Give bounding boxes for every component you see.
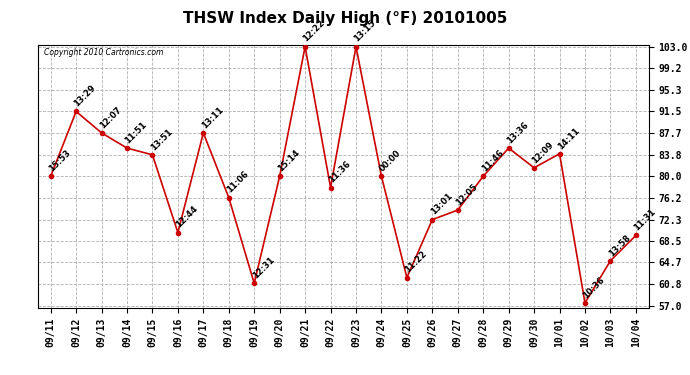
Text: 13:11: 13:11: [199, 105, 225, 130]
Text: 11:36: 11:36: [327, 159, 353, 185]
Text: 12:44: 12:44: [175, 204, 199, 230]
Text: 11:31: 11:31: [632, 207, 658, 232]
Text: 15:53: 15:53: [47, 148, 72, 174]
Text: 00:00: 00:00: [378, 148, 403, 174]
Text: 12:05: 12:05: [454, 182, 480, 207]
Text: 13:36: 13:36: [505, 120, 530, 145]
Text: 12:09: 12:09: [531, 140, 555, 165]
Text: 13:29: 13:29: [72, 84, 98, 109]
Text: 11:51: 11:51: [124, 120, 149, 145]
Text: 11:22: 11:22: [403, 249, 428, 275]
Text: 11:06: 11:06: [225, 170, 250, 195]
Text: 12:22: 12:22: [302, 18, 327, 44]
Text: Copyright 2010 Cartronics.com: Copyright 2010 Cartronics.com: [44, 48, 164, 57]
Text: 10:36: 10:36: [582, 275, 607, 300]
Text: 11:46: 11:46: [480, 148, 505, 174]
Text: THSW Index Daily High (°F) 20101005: THSW Index Daily High (°F) 20101005: [183, 11, 507, 26]
Text: 13:51: 13:51: [149, 127, 174, 152]
Text: 15:14: 15:14: [276, 148, 302, 174]
Text: 12:07: 12:07: [98, 105, 123, 130]
Text: 13:01: 13:01: [428, 192, 454, 217]
Text: 12:31: 12:31: [250, 255, 276, 280]
Text: 13:58: 13:58: [607, 233, 632, 258]
Text: 14:11: 14:11: [556, 126, 582, 151]
Text: 13:15: 13:15: [353, 19, 377, 44]
